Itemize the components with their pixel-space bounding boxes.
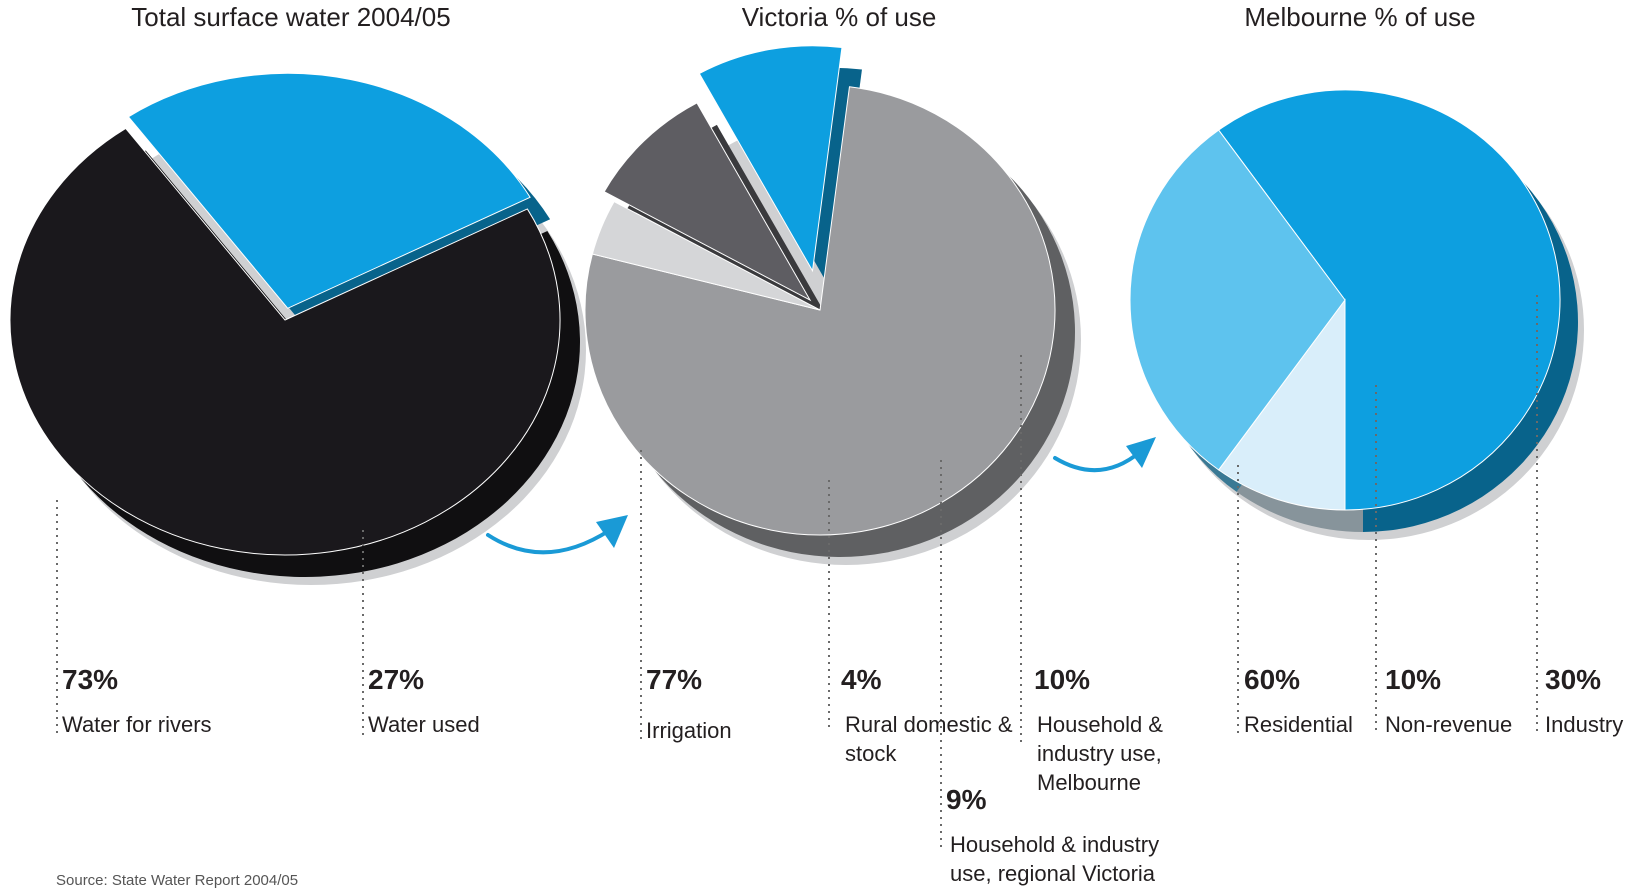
pie-slice-water-for-rivers [9, 127, 561, 556]
slice-label-water-used: Water used [368, 712, 480, 737]
value-label-household-melbourne: 10% [1034, 664, 1091, 695]
chart-title-total: Total surface water 2004/05 [131, 2, 451, 32]
slice-label-household-melbourne: Household & industry use, Melbourne [1037, 712, 1163, 795]
value-label-industry: 30% [1545, 664, 1602, 695]
chart-title-melbourne: Melbourne % of use [1244, 2, 1476, 32]
pie-slice-water-used [127, 72, 531, 309]
chart-title-victoria: Victoria % of use [741, 2, 937, 32]
flow-arrowhead-1 [596, 515, 628, 548]
slice-label-rural-domestic: Rural domestic & stock [845, 712, 1013, 766]
value-label-water-for-rivers: 73% [62, 664, 119, 695]
value-label-household-regional: 9% [946, 784, 987, 815]
source-note: Source: State Water Report 2004/05 [56, 872, 299, 889]
slice-label-residential: Residential [1244, 712, 1353, 737]
value-label-irrigation: 77% [646, 664, 703, 695]
pie-slice-non-revenue [1217, 298, 1346, 511]
pie-slice-irrigation [584, 86, 1056, 536]
value-label-rural-domestic: 4% [841, 664, 882, 695]
value-label-residential: 60% [1244, 664, 1301, 695]
pie-slice-household-industry-use-melbourne [698, 45, 843, 273]
flow-arrow-1 [486, 528, 612, 555]
slice-label-non-revenue: Non-revenue [1385, 712, 1513, 737]
slice-label-irrigation: Irrigation [646, 718, 732, 743]
flow-arrowhead-2 [1126, 437, 1156, 468]
pie-slice-industry [1129, 129, 1346, 471]
pie-slice-residential [1217, 89, 1561, 511]
flow-arrow-2 [1053, 450, 1142, 472]
value-label-non-revenue: 10% [1385, 664, 1442, 695]
slice-label-industry: Industry [1545, 712, 1624, 737]
slice-label-household-regional: Household & industry use, regional Victo… [950, 832, 1160, 886]
pie-slice-household-industry-use-regional-victoria [603, 102, 812, 302]
pie-slice-rural-domestic-stock [591, 200, 821, 311]
slice-label-water-for-rivers: Water for rivers [62, 712, 212, 737]
value-label-water-used: 27% [368, 664, 425, 695]
